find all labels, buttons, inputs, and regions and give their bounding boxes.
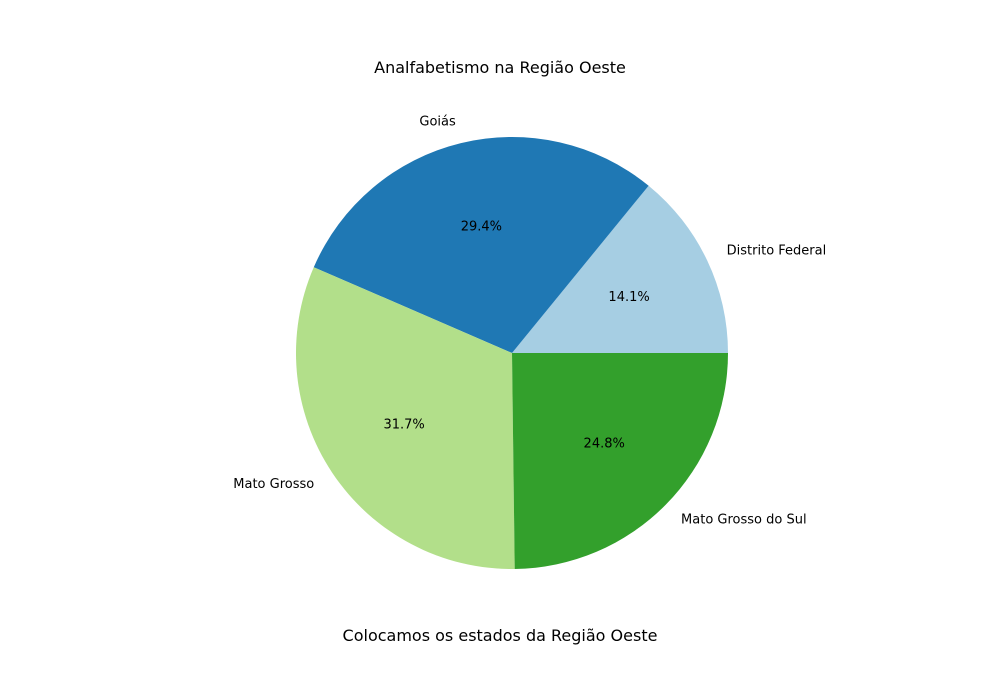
chart-title: Analfabetismo na Região Oeste bbox=[374, 58, 626, 77]
slice-percent-distrito-federal: 14.1% bbox=[608, 290, 649, 305]
pie-slice-distrito-federal bbox=[512, 185, 728, 353]
slice-label-distrito-federal: Distrito Federal bbox=[727, 244, 827, 259]
pie-slice-mato-grosso-do-sul bbox=[512, 353, 728, 569]
chart-caption: Colocamos os estados da Região Oeste bbox=[342, 626, 658, 645]
pie-slice-goias bbox=[313, 137, 649, 353]
slice-percent-mato-grosso: 31.7% bbox=[383, 417, 424, 432]
slice-percent-mato-grosso-do-sul: 24.8% bbox=[584, 437, 625, 452]
pie-slice-mato-grosso bbox=[296, 267, 515, 570]
slice-label-mato-grosso-do-sul: Mato Grosso do Sul bbox=[681, 512, 807, 527]
slice-label-goias: Goiás bbox=[419, 115, 456, 130]
slice-percent-goias: 29.4% bbox=[461, 220, 502, 235]
slice-label-mato-grosso: Mato Grosso bbox=[233, 477, 314, 492]
